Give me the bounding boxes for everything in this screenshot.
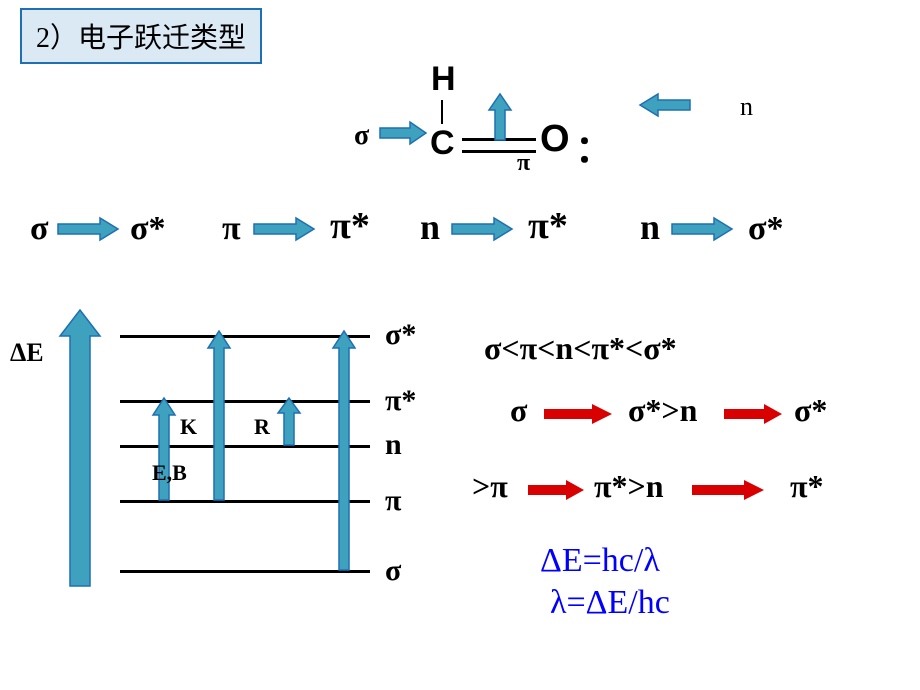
- lvl0-label: σ*: [385, 318, 416, 352]
- lone-pair: ：: [575, 118, 613, 173]
- red-arrow-1: [542, 402, 614, 426]
- n-label: n: [740, 92, 753, 122]
- lvl3-label: π: [385, 484, 401, 518]
- formula-2: λ=ΔE/hc: [550, 584, 670, 622]
- ord3b: π*>n: [594, 468, 664, 505]
- lvl1-label: π*: [385, 384, 416, 418]
- pi-bond-label: π: [517, 150, 530, 177]
- arrow-pi-up: [486, 92, 514, 142]
- ord2b: σ*>n: [628, 392, 697, 429]
- t3-to: π*: [528, 204, 568, 248]
- arrow-sigma-sigmastar: [330, 328, 358, 578]
- t2-from: π: [222, 210, 241, 248]
- t1-arrow: [56, 214, 122, 244]
- K-label: K: [180, 414, 197, 440]
- t2-to: π*: [330, 204, 370, 248]
- atom-O: O: [540, 118, 570, 161]
- t3-from: n: [420, 206, 440, 248]
- atom-C: C: [430, 124, 455, 163]
- arrow-EB: [150, 395, 178, 505]
- t4-from: n: [640, 206, 660, 248]
- t4-arrow: [670, 214, 736, 244]
- t3-arrow: [450, 214, 516, 244]
- arrow-R: [275, 395, 303, 450]
- sigma-label: σ: [354, 120, 369, 152]
- ord3c: π*: [790, 468, 824, 505]
- t4-to: σ*: [748, 210, 784, 248]
- lvl4-label: σ: [385, 554, 401, 588]
- R-label: R: [254, 414, 270, 440]
- t1-from: σ: [30, 210, 49, 248]
- title-text: 2）电子跃迁类型: [36, 23, 246, 54]
- red-arrow-4: [690, 478, 766, 502]
- deltaE-label: ΔE: [10, 338, 44, 368]
- t1-to: σ*: [130, 210, 166, 248]
- lvl2-label: n: [385, 428, 402, 462]
- EB-label: E,B: [152, 460, 187, 486]
- ordering-line1: σ<π<n<π*<σ*: [484, 330, 677, 367]
- big-deltaE-arrow: [58, 308, 102, 588]
- formula-1: ΔE=hc/λ: [540, 542, 660, 580]
- arrow-K: [205, 328, 233, 508]
- title-box: 2）电子跃迁类型: [20, 8, 262, 64]
- t2-arrow: [252, 214, 318, 244]
- arrow-n-to-O: [636, 90, 692, 120]
- atom-H: H: [431, 60, 456, 99]
- arrow-sigma-to-CH: [378, 118, 430, 148]
- bond-HC: [441, 100, 443, 124]
- red-arrow-2: [722, 402, 784, 426]
- ord2c: σ*: [794, 392, 827, 429]
- ord2a: σ: [510, 392, 527, 429]
- red-arrow-3: [526, 478, 586, 502]
- ord3a: >π: [472, 468, 508, 505]
